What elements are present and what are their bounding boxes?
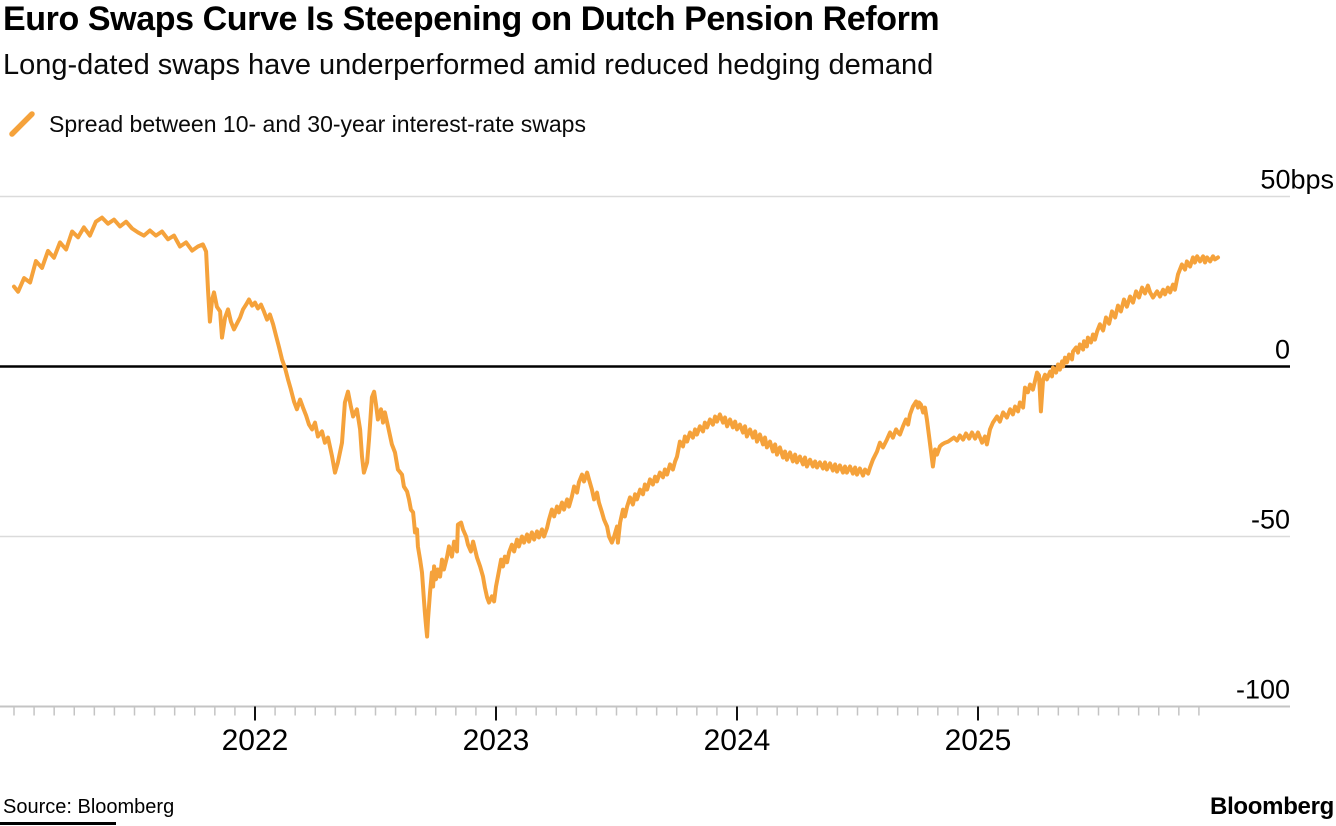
- page-subtitle: Long-dated swaps have underperformed ami…: [3, 49, 934, 81]
- x-tick-label: 2022: [222, 724, 289, 757]
- spread-chart: 50bps 0 -50 -100 2022 2023 2024 2025: [0, 165, 1334, 758]
- page-title: Euro Swaps Curve Is Steepening on Dutch …: [3, 0, 940, 38]
- legend-label: Spread between 10- and 30-year interest-…: [49, 110, 586, 137]
- x-tick-label: 2023: [463, 724, 530, 757]
- x-tick-label: 2025: [945, 724, 1012, 757]
- y-tick-label: 0: [1275, 335, 1290, 365]
- y-tick-label: 50bps: [1260, 165, 1334, 195]
- gridlines-group: [0, 195, 1290, 708]
- bottom-edge-line: [0, 822, 116, 825]
- y-tick-label: -100: [1236, 675, 1290, 705]
- y-tick-label: -50: [1251, 505, 1290, 535]
- spread-line: [12, 215, 1220, 639]
- bloomberg-logo: Bloomberg: [1210, 793, 1334, 820]
- legend: Spread between 10- and 30-year interest-…: [8, 108, 586, 140]
- axis-labels-group: 50bps 0 -50 -100 2022 2023 2024 2025: [222, 165, 1334, 758]
- source-label: Source: Bloomberg: [3, 796, 175, 818]
- x-tick-label: 2024: [704, 724, 771, 757]
- axis-ticks-group: [13, 706, 1200, 721]
- legend-slash-icon: [9, 111, 35, 137]
